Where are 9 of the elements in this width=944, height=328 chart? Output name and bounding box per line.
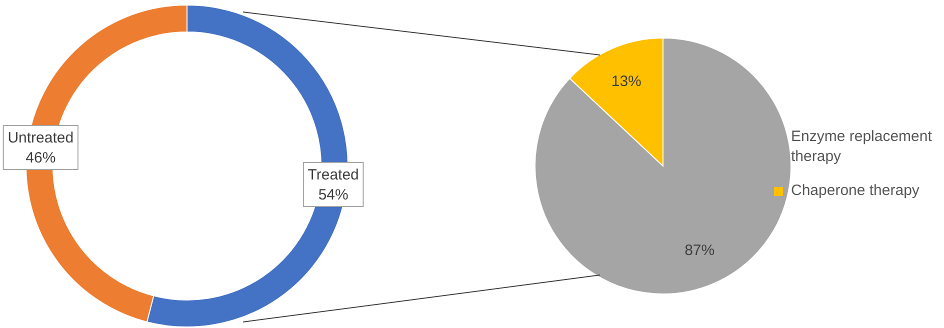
- slice-label: Enzyme replacement therapy: [791, 127, 933, 167]
- slice-label: Treated: [308, 166, 359, 184]
- pie-slice: [534, 38, 792, 294]
- slice-label: Untreated: [8, 130, 74, 147]
- legend-label: Chaperone therapy: [791, 181, 920, 201]
- data-label: 87%: [684, 242, 715, 260]
- data-label: 54%: [318, 186, 348, 204]
- data-label: 46%: [26, 150, 56, 167]
- data-label: 13%: [611, 72, 642, 90]
